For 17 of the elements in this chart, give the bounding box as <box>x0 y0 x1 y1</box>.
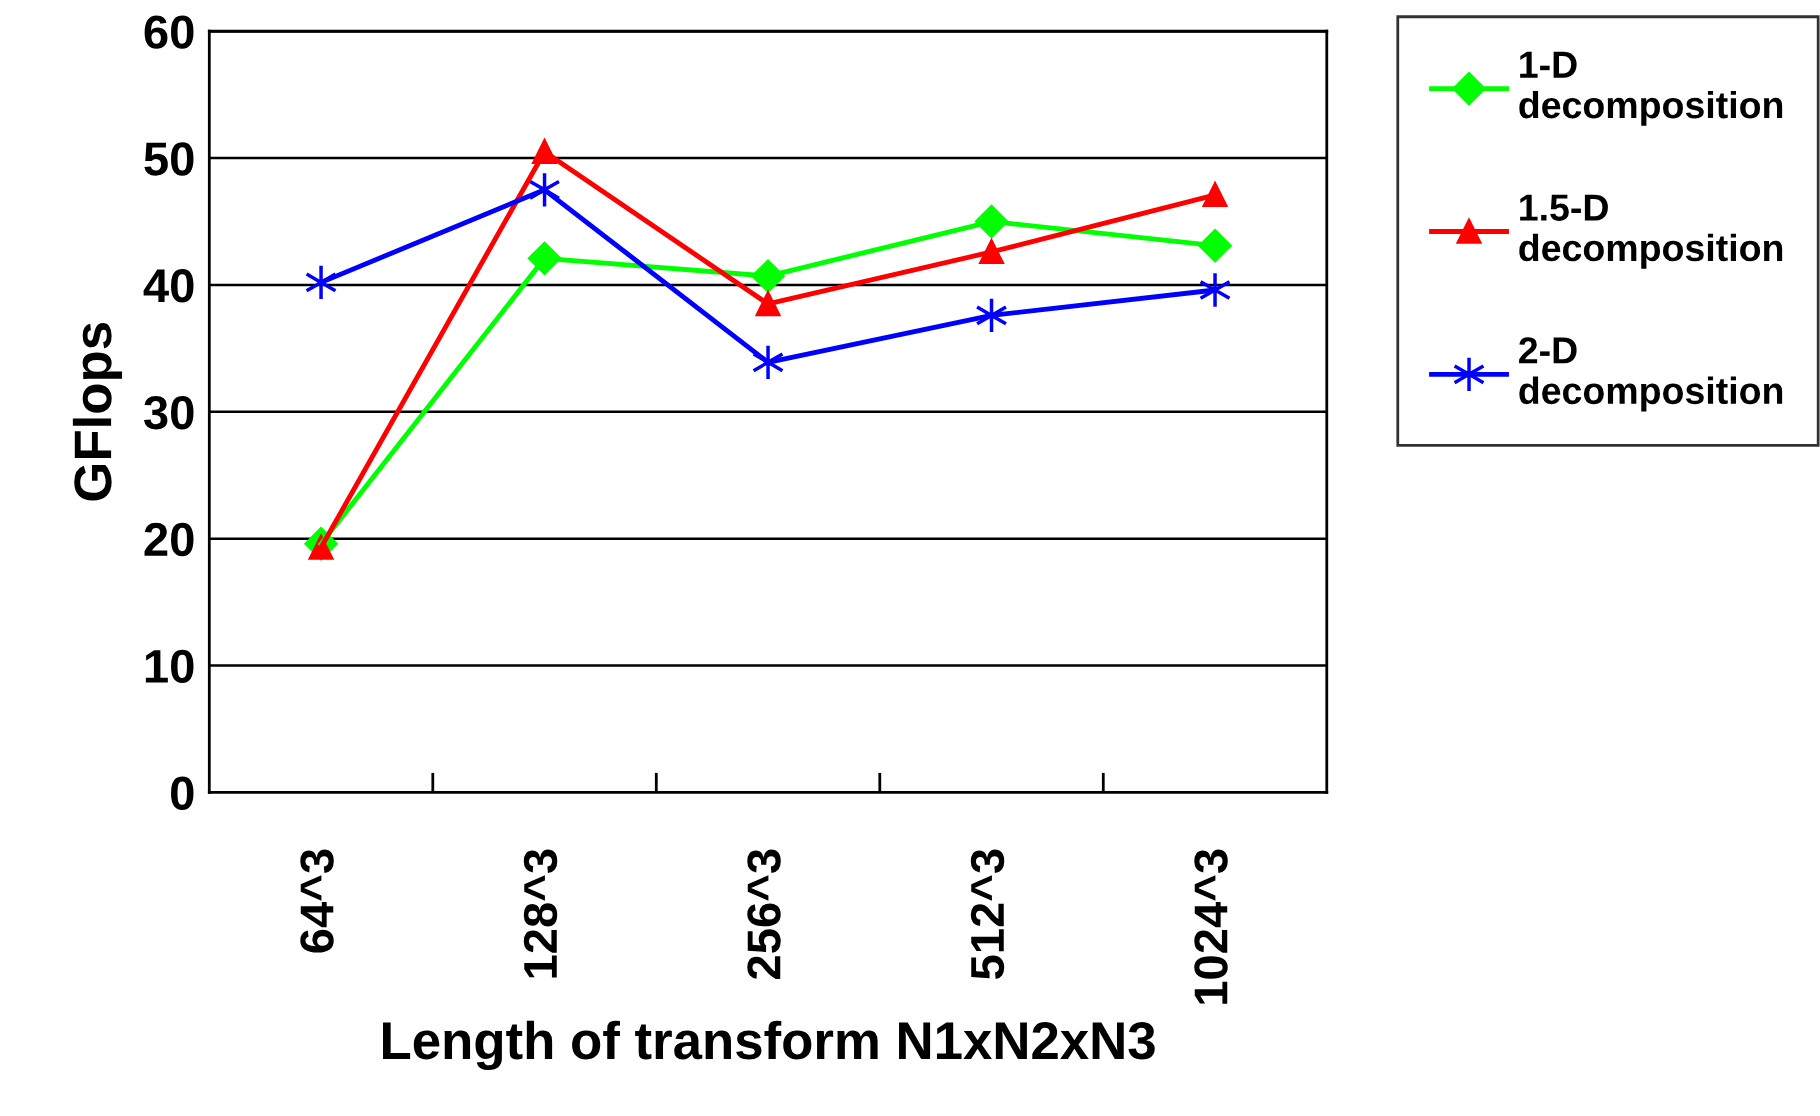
x-tick-label: 256^3 <box>747 849 781 979</box>
y-tick-label: 60 <box>144 15 194 49</box>
x-tick-label: 512^3 <box>970 849 1005 980</box>
y-tick-label: 40 <box>143 269 194 303</box>
x-axis-title: Length of transform N1xN2xN3 <box>383 1020 1155 1071</box>
y-tick-label: 50 <box>144 142 194 176</box>
y-tick-label: 30 <box>143 395 194 430</box>
y-tick-label: 20 <box>144 522 194 557</box>
y-tick-label: 10 <box>145 649 194 684</box>
y-tick-label: 0 <box>171 776 194 810</box>
legend-label: 2-D decomposition <box>1519 337 1783 412</box>
x-tick-label: 128^3 <box>523 849 558 978</box>
legend-label: 1-D decomposition <box>1519 51 1783 126</box>
x-tick-label: 1024^3 <box>1194 849 1228 1004</box>
legend-label: 1.5-D decomposition <box>1519 194 1783 269</box>
y-axis-title: GFlops <box>72 323 123 501</box>
x-tick-label: 64^3 <box>300 849 334 953</box>
